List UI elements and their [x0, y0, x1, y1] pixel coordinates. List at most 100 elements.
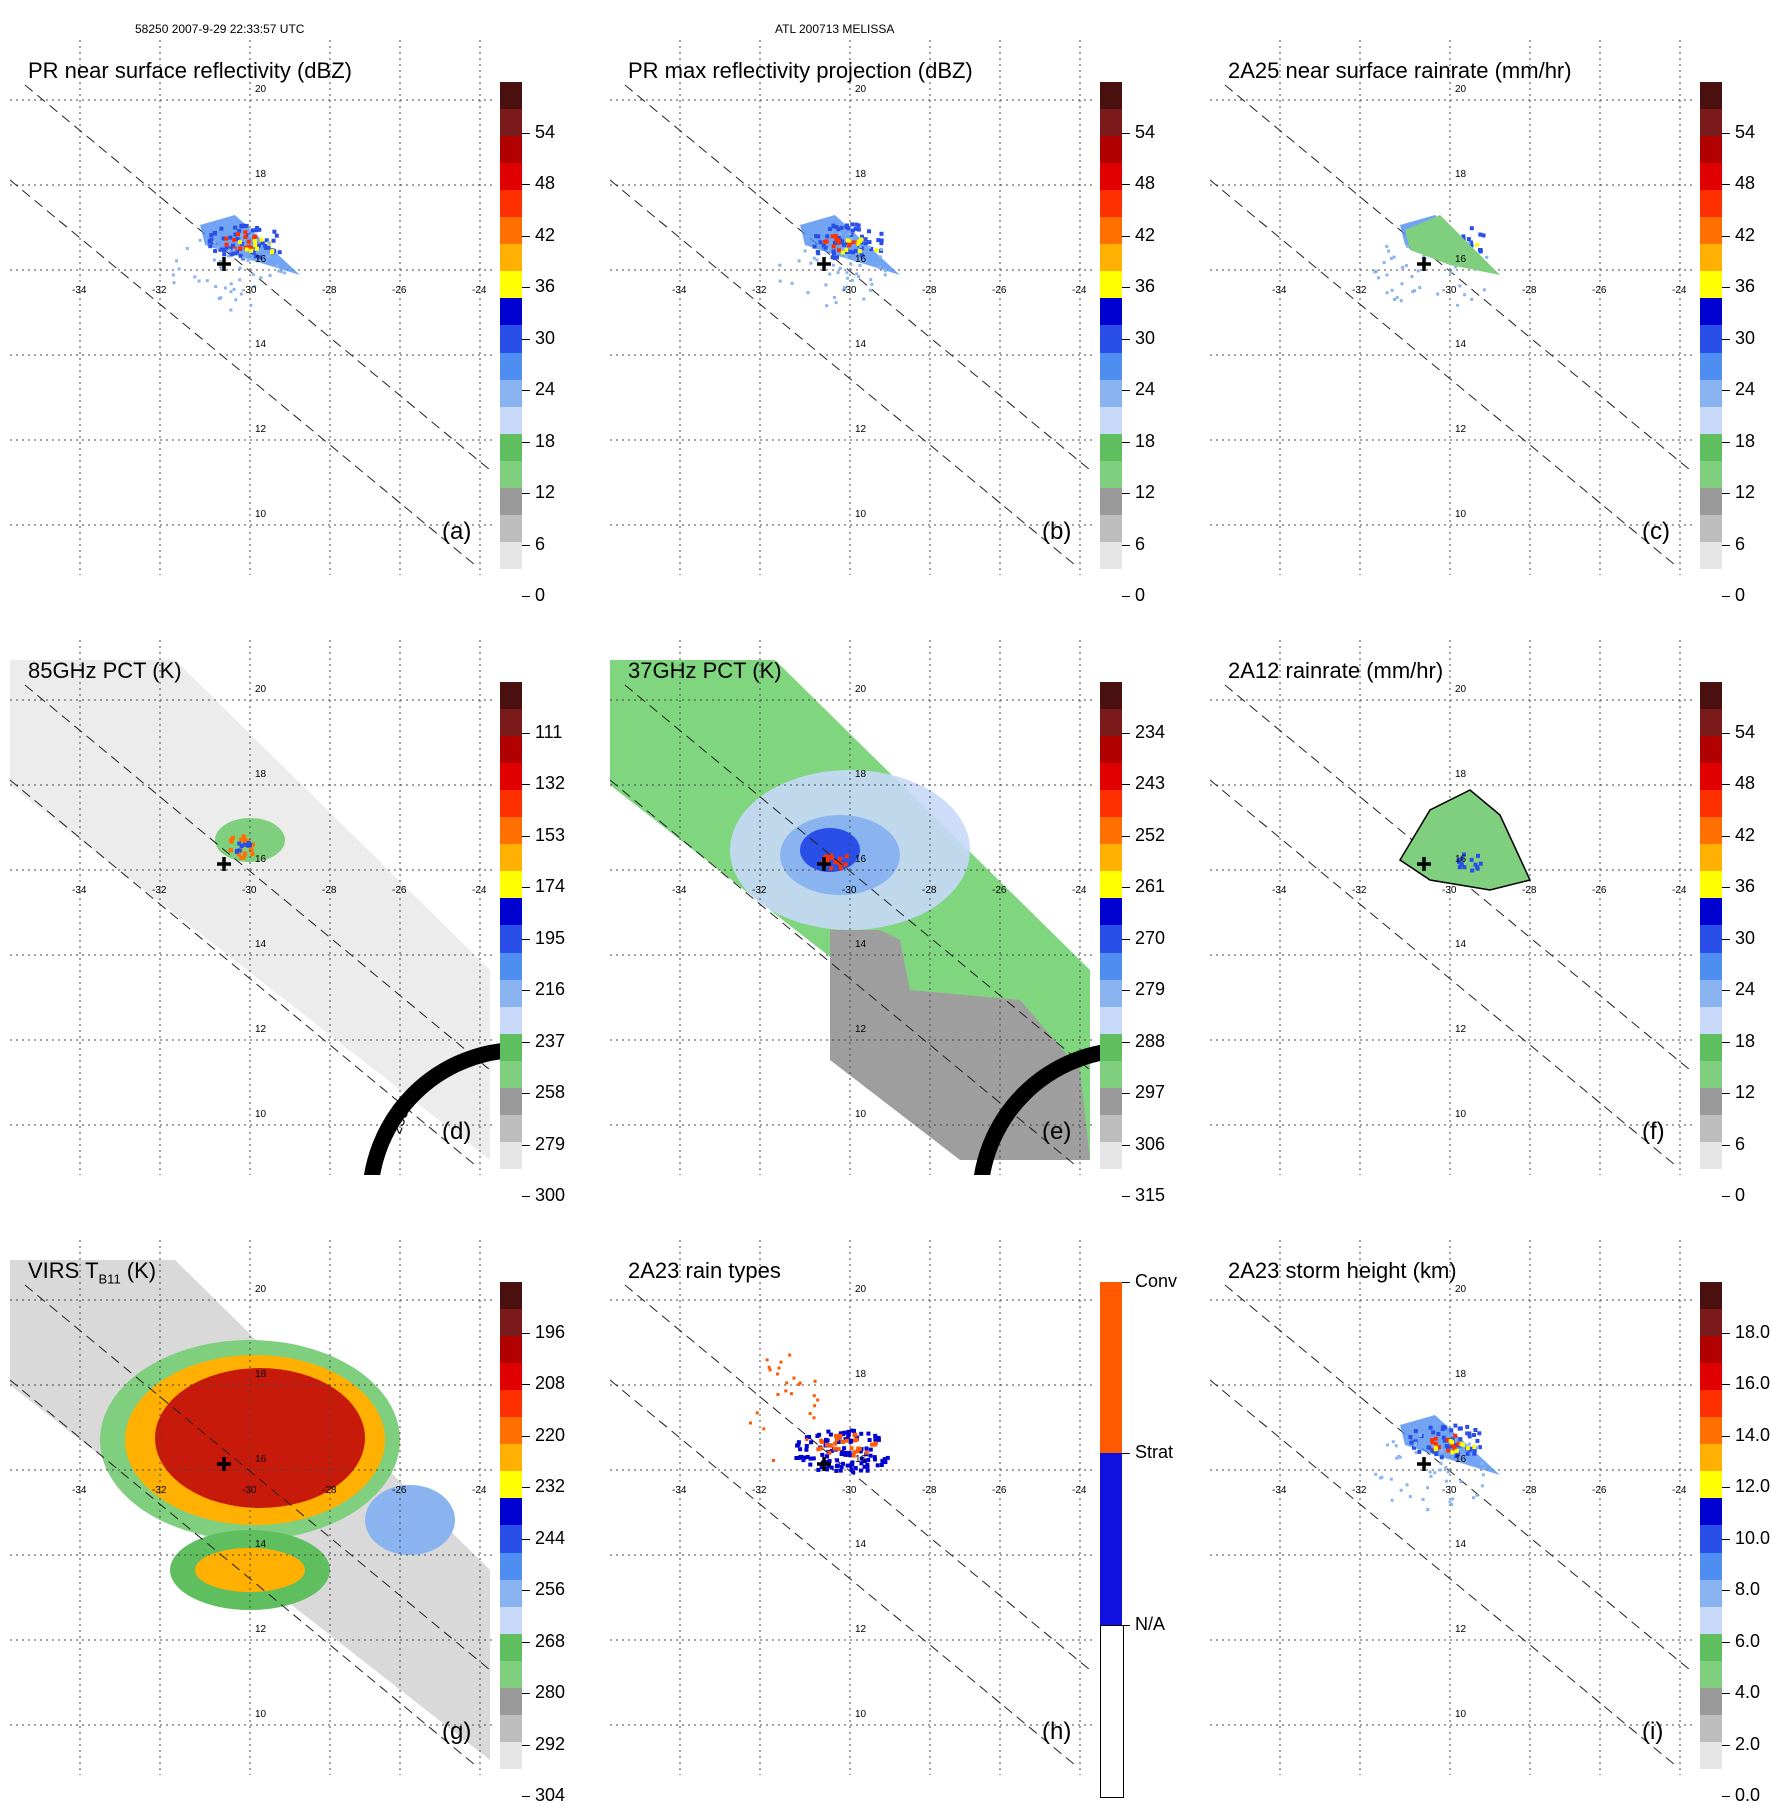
rain-pixel [853, 226, 858, 231]
colorbar-segment [500, 217, 522, 246]
colorbar-segment [1700, 844, 1722, 873]
stratiform-pixel [846, 1429, 851, 1434]
rain-pixel [254, 254, 259, 259]
rain-core-pixel [249, 248, 254, 253]
rain-pixel [235, 250, 239, 255]
axis-tick-labels: -34 -32 -30 -28 -26 -24 20 18 16 14 12 10 [1272, 1284, 1687, 1720]
convective-pixel [772, 1459, 775, 1462]
lon-tick-label: -32 [1352, 285, 1367, 296]
axis-tick-labels: -34 -32 -30 -28 -26 -24 20 18 16 14 12 10 [72, 684, 487, 1120]
stratiform-pixel [849, 1467, 854, 1472]
light-rain-pixel [1398, 1455, 1402, 1459]
stratiform-pixel [825, 1454, 829, 1459]
lat-tick-label: 18 [1455, 169, 1467, 180]
colorbar-segment [1100, 190, 1122, 219]
rain-pixel [825, 234, 830, 239]
rain-core-pixel [1456, 858, 1461, 863]
colorbar [1700, 82, 1722, 597]
rain-pixel [264, 238, 269, 243]
panel-letter-label: (i) [1642, 1718, 1664, 1745]
rain-pixel [879, 231, 884, 236]
convective-pixel [812, 1394, 816, 1398]
colorbar-segment [500, 1114, 522, 1143]
light-rain-pixel [809, 261, 813, 265]
colorbar-segment [1700, 1741, 1722, 1770]
light-rain-pixel [1413, 289, 1417, 293]
rain-core-pixel [224, 236, 229, 241]
colorbar-segment [1700, 1498, 1722, 1527]
colorbar-tick [522, 1487, 530, 1489]
colorbar-segment [1700, 271, 1722, 300]
colorbar-segment [1700, 217, 1722, 246]
lat-tick-label: 12 [855, 1624, 867, 1635]
lat-tick-label: 10 [855, 509, 867, 520]
light-rain-pixel [198, 238, 202, 242]
rain-pixel [1417, 1449, 1422, 1454]
stratiform-pixel [866, 1431, 871, 1436]
lat-tick-label: 18 [255, 769, 267, 780]
colorbar-tick [1122, 390, 1130, 392]
map-canvas: -34 -32 -30 -28 -26 -24 20 18 16 14 12 10 [609, 1240, 1095, 1775]
pr-swath-boundary [1209, 684, 1691, 1166]
panel-title: 2A23 rain types [628, 1258, 781, 1284]
rain-core-pixel [836, 238, 841, 243]
colorbar-tick [1722, 493, 1730, 495]
lon-tick-label: -28 [1522, 885, 1537, 896]
rain-pixel [856, 223, 861, 228]
colorbar-tick [1122, 1624, 1130, 1626]
stratiform-pixel [848, 1453, 853, 1458]
light-rain-pixel [1433, 1471, 1437, 1475]
light-rain-pixel [1475, 1446, 1479, 1450]
colorbar-segment [1100, 217, 1122, 246]
lat-tick-label: 20 [855, 84, 867, 95]
colorbar [1100, 682, 1122, 1197]
rain-core-pixel [836, 240, 841, 245]
lon-tick-label: -26 [1592, 1485, 1607, 1496]
rain-pixel [1408, 1435, 1413, 1440]
colorbar-tick-label: 196 [535, 1322, 566, 1342]
stratiform-pixel [828, 1432, 833, 1437]
colorbar-segment [1100, 406, 1122, 435]
colorbar-tick [1722, 887, 1730, 889]
rain-pixel [257, 255, 262, 260]
colorbar-tick-label: 16.0 [1735, 1373, 1771, 1394]
light-rain-pixel [1439, 1461, 1443, 1465]
colorbar-tick-label: 24 [1135, 379, 1156, 400]
panel-e: -34 -32 -30 -28 -26 -24 20 18 16 14 12 10 37GHz PCT … [600, 640, 1190, 1215]
map-canvas: -34 -32 -30 -28 -26 -24 20 18 16 14 12 10 [1209, 1240, 1695, 1775]
colorbar-segment [500, 406, 522, 435]
rain-pixel [867, 240, 872, 245]
light-rain-pixel [229, 290, 233, 294]
stratiform-pixel [825, 1467, 829, 1472]
pct-cold-pixel [237, 848, 242, 853]
colorbar-tick-label: 237 [535, 1030, 566, 1051]
stratiform-pixel [846, 1432, 851, 1437]
lat-tick-label: 10 [255, 509, 267, 520]
stratiform-pixel [865, 1462, 870, 1467]
axis-tick-labels: -34 -32 -30 -28 -26 -24 20 18 16 14 12 10 [1272, 84, 1687, 520]
light-rain-pixel [267, 241, 271, 245]
lat-lon-grid [610, 640, 1095, 1175]
stratiform-pixel [873, 1437, 878, 1442]
light-rain-pixel [1436, 292, 1440, 296]
colorbar-tick [522, 1093, 530, 1095]
storm-center-marker [217, 857, 231, 871]
lon-tick-label: -34 [672, 885, 687, 896]
rain-pixel [834, 225, 839, 229]
light-rain-pixel [185, 246, 189, 250]
lon-tick-label: -34 [672, 285, 687, 296]
light-rain-pixel [1414, 1451, 1418, 1455]
rain-pixel [1409, 1440, 1414, 1445]
light-rain-pixel [234, 298, 238, 302]
colorbar-tick-label: 48 [1735, 173, 1756, 194]
stratiform-pixel [844, 1450, 848, 1455]
colorbar-segment [500, 1471, 522, 1500]
panel-title: PR near surface reflectivity (dBZ) [28, 58, 352, 84]
colorbar-tick-label: 30 [1135, 327, 1156, 348]
colorbar-segment [1100, 1033, 1122, 1062]
colorbar-segment [1100, 109, 1122, 138]
colorbar-tick [522, 835, 530, 837]
rain-core-pixel [244, 247, 249, 252]
light-rain-pixel [828, 272, 832, 276]
colorbar-tick [1722, 1487, 1730, 1489]
